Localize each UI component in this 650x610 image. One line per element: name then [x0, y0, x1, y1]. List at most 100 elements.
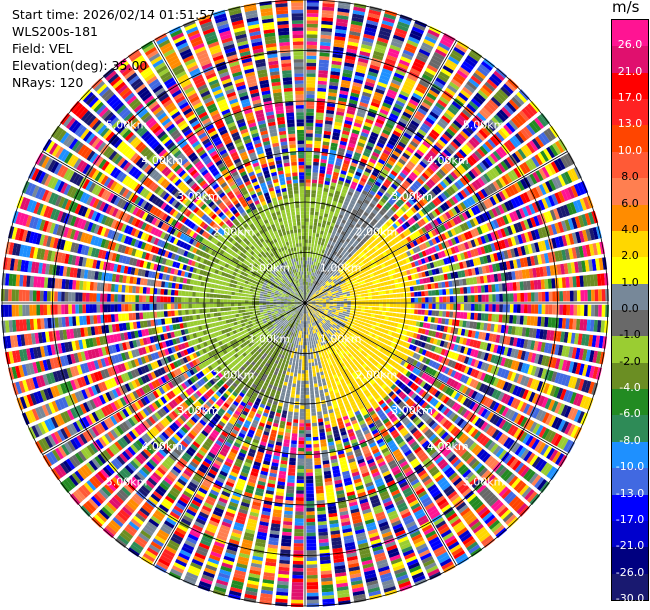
- velocity-gate: [572, 276, 577, 288]
- velocity-gate: [379, 253, 385, 259]
- velocity-gate: [311, 298, 315, 301]
- velocity-gate: [343, 258, 348, 263]
- velocity-gate: [318, 305, 323, 307]
- velocity-gate: [312, 302, 316, 303]
- velocity-gate: [395, 317, 400, 323]
- velocity-gate: [544, 164, 553, 177]
- velocity-gate: [530, 255, 536, 266]
- velocity-gate: [425, 181, 433, 189]
- velocity-gate: [573, 290, 578, 302]
- velocity-gate: [322, 246, 327, 251]
- velocity-gate: [339, 295, 344, 298]
- velocity-gate: [424, 256, 430, 263]
- velocity-gate: [443, 258, 449, 265]
- velocity-gate: [388, 208, 395, 215]
- velocity-gate: [411, 345, 417, 352]
- velocity-gate: [432, 126, 442, 135]
- velocity-gate: [525, 160, 534, 171]
- velocity-gate: [547, 278, 552, 289]
- velocity-gate: [325, 254, 329, 259]
- velocity-gate: [306, 62, 317, 67]
- velocity-gate: [528, 328, 534, 338]
- velocity-gate: [565, 276, 570, 288]
- velocity-gate: [347, 283, 352, 287]
- velocity-gate: [373, 168, 381, 174]
- velocity-gate: [437, 74, 448, 83]
- velocity-gate: [360, 256, 365, 262]
- velocity-gate: [591, 258, 597, 271]
- velocity-gate: [322, 304, 327, 306]
- velocity-gate: [450, 352, 456, 360]
- velocity-gate: [363, 211, 369, 217]
- velocity-gate: [575, 347, 581, 360]
- velocity-gate: [309, 294, 312, 298]
- velocity-gate: [459, 130, 469, 140]
- velocity-gate: [376, 84, 386, 92]
- velocity-gate: [549, 209, 557, 221]
- velocity-gate: [405, 257, 411, 264]
- velocity-gate: [324, 294, 329, 297]
- velocity-gate: [585, 228, 592, 241]
- velocity-gate: [434, 253, 440, 260]
- velocity-gate: [323, 216, 328, 221]
- velocity-gate: [516, 222, 524, 232]
- velocity-gate: [540, 279, 545, 290]
- velocity-gate: [310, 211, 314, 216]
- velocity-gate: [389, 308, 394, 312]
- velocity-gate: [463, 222, 470, 231]
- velocity-gate: [375, 303, 380, 307]
- velocity-gate: [326, 267, 330, 272]
- velocity-gate: [469, 277, 474, 285]
- velocity-gate: [315, 291, 319, 294]
- velocity-gate: [353, 226, 359, 232]
- velocity-gate: [348, 34, 360, 40]
- velocity-gate: [322, 261, 326, 266]
- velocity-gate: [476, 350, 483, 359]
- velocity-gate: [453, 226, 460, 235]
- velocity-gate: [349, 223, 355, 229]
- velocity-gate: [342, 248, 347, 254]
- velocity-gate: [409, 241, 415, 248]
- velocity-gate: [579, 395, 587, 408]
- velocity-gate: [442, 311, 447, 317]
- velocity-gate: [328, 294, 333, 297]
- velocity-gate: [440, 224, 447, 232]
- velocity-gate: [337, 104, 346, 110]
- velocity-gate: [351, 17, 364, 23]
- velocity-gate: [493, 355, 500, 365]
- velocity-gate: [338, 282, 343, 286]
- velocity-gate: [380, 319, 385, 324]
- velocity-gate: [431, 269, 437, 275]
- velocity-gate: [557, 344, 564, 356]
- velocity-gate: [530, 365, 537, 376]
- velocity-gate: [476, 322, 481, 330]
- velocity-gate: [448, 319, 453, 326]
- velocity-gate: [305, 221, 309, 226]
- velocity-gate: [359, 101, 369, 108]
- velocity-gate: [440, 274, 445, 281]
- velocity-gate: [453, 327, 459, 335]
- velocity-gate: [595, 258, 601, 271]
- velocity-gate: [466, 80, 478, 91]
- velocity-gate: [305, 285, 307, 289]
- velocity-gate: [428, 310, 432, 316]
- velocity-gate: [326, 305, 330, 307]
- velocity-gate: [441, 318, 446, 325]
- velocity-gate: [523, 376, 530, 387]
- velocity-gate: [464, 125, 474, 135]
- velocity-gate: [411, 274, 416, 280]
- velocity-gate: [378, 158, 386, 165]
- velocity-gate: [495, 179, 504, 189]
- velocity-gate: [374, 91, 384, 98]
- velocity-gate: [387, 51, 399, 59]
- velocity-gate: [305, 295, 307, 300]
- velocity-gate: [409, 332, 415, 338]
- velocity-gate: [393, 72, 405, 80]
- velocity-gate: [398, 59, 410, 67]
- velocity-gate: [419, 104, 429, 113]
- velocity-gate: [554, 250, 560, 262]
- velocity-gate: [546, 265, 551, 276]
- velocity-gate: [447, 143, 457, 153]
- velocity-gate: [390, 206, 397, 213]
- velocity-gate: [486, 233, 493, 242]
